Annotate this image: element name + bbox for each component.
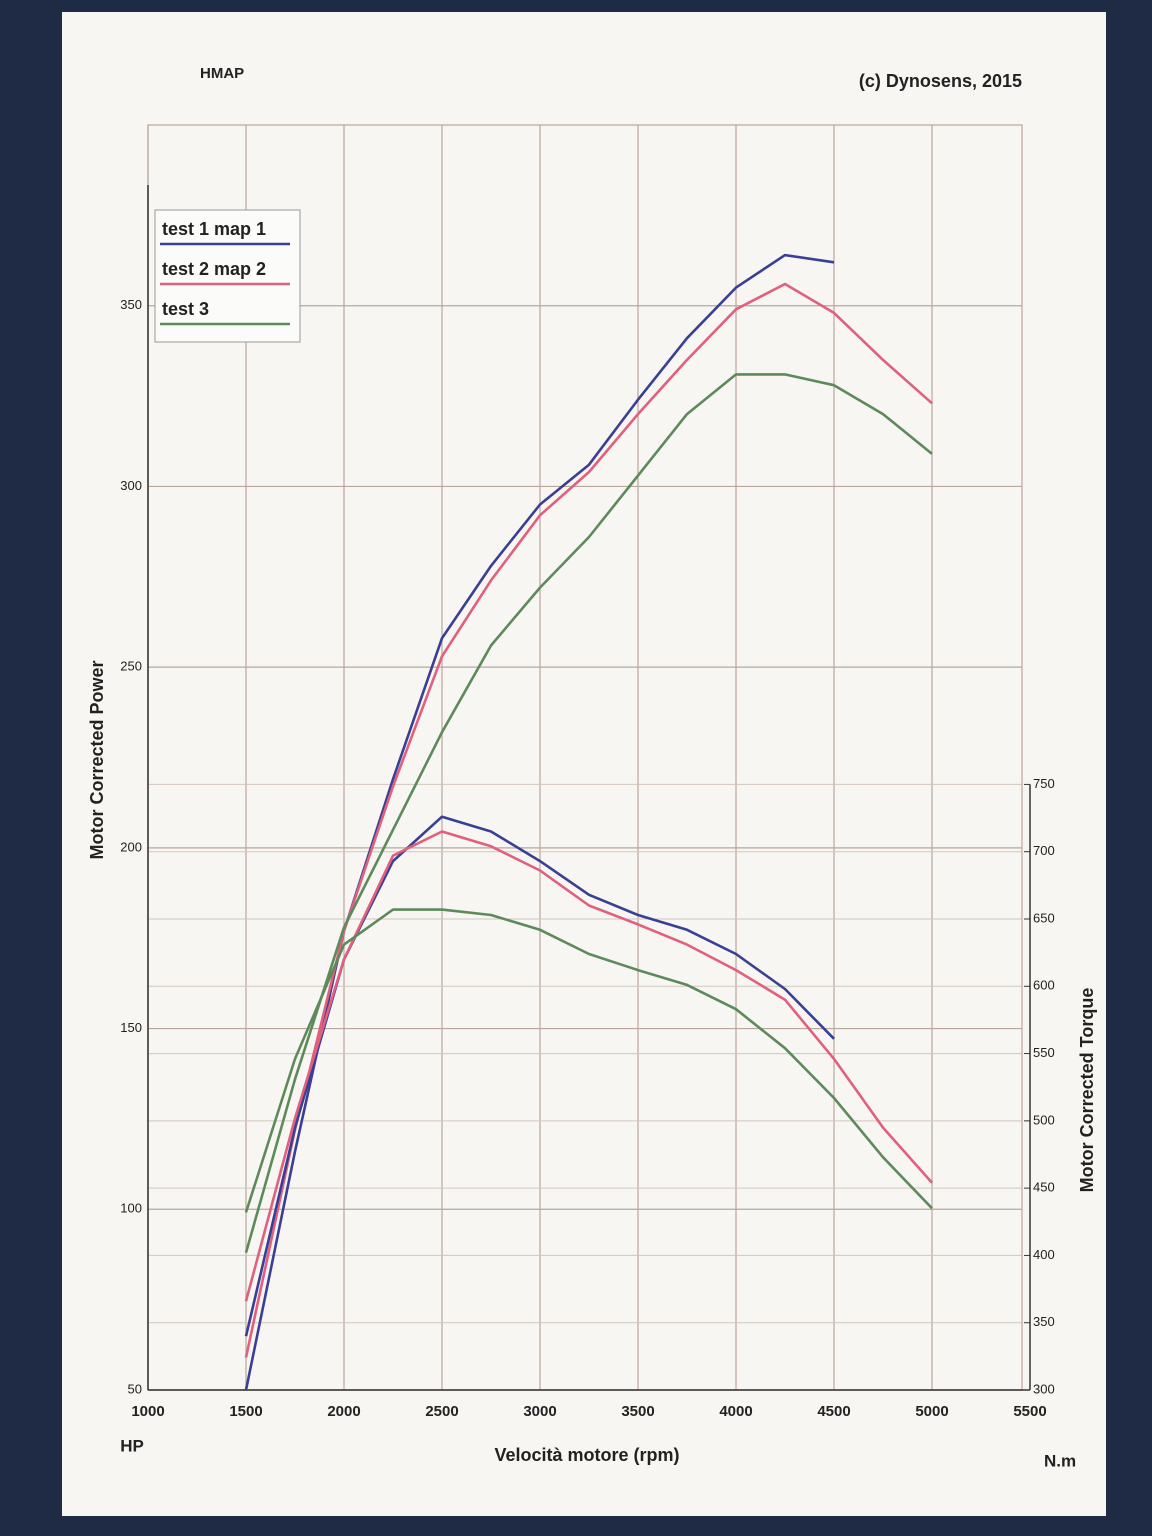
legend-label: test 3 bbox=[162, 299, 209, 319]
y2-tick-label: 400 bbox=[1033, 1247, 1055, 1262]
y2-unit: N.m bbox=[1044, 1451, 1076, 1470]
y-axis-label: Motor Corrected Power bbox=[87, 660, 107, 859]
y-tick-label: 100 bbox=[120, 1201, 142, 1216]
line-series bbox=[244, 282, 933, 1358]
y2-tick-label: 750 bbox=[1033, 776, 1055, 791]
y-unit: HP bbox=[120, 1436, 144, 1455]
y2-tick-label: 450 bbox=[1033, 1180, 1055, 1195]
y-tick-label: 200 bbox=[120, 839, 142, 854]
line-series bbox=[244, 373, 933, 1254]
line-series bbox=[244, 830, 933, 1302]
y2-axis-label: Motor Corrected Torque bbox=[1077, 988, 1097, 1193]
x-tick-label: 2000 bbox=[327, 1403, 360, 1420]
x-tick-label: 1000 bbox=[131, 1403, 164, 1420]
y-tick-label: 150 bbox=[120, 1020, 142, 1035]
y2-tick-label: 550 bbox=[1033, 1045, 1055, 1060]
header-left: HMAP bbox=[200, 65, 244, 82]
y2-tick-label: 500 bbox=[1033, 1112, 1055, 1127]
y-tick-label: 50 bbox=[128, 1381, 142, 1396]
y2-tick-label: 600 bbox=[1033, 978, 1055, 993]
y2-tick-label: 700 bbox=[1033, 843, 1055, 858]
x-tick-label: 2500 bbox=[425, 1403, 458, 1420]
y-tick-label: 300 bbox=[120, 478, 142, 493]
x-axis-label: Velocità motore (rpm) bbox=[494, 1445, 679, 1465]
legend-label: test 1 map 1 bbox=[162, 219, 266, 239]
y2-tick-label: 650 bbox=[1033, 910, 1055, 925]
x-tick-label: 1500 bbox=[229, 1403, 262, 1420]
header-right: (c) Dynosens, 2015 bbox=[859, 71, 1022, 91]
x-tick-label: 4000 bbox=[719, 1403, 752, 1420]
legend-box bbox=[154, 209, 301, 343]
y-tick-label: 350 bbox=[120, 297, 142, 312]
y2-tick-label: 350 bbox=[1033, 1314, 1055, 1329]
legend-label: test 2 map 2 bbox=[162, 259, 266, 279]
x-tick-label: 3000 bbox=[523, 1403, 556, 1420]
y2-tick-label: 300 bbox=[1033, 1381, 1055, 1396]
line-series bbox=[244, 908, 933, 1213]
x-tick-label: 5500 bbox=[1013, 1403, 1046, 1420]
x-tick-label: 3500 bbox=[621, 1403, 654, 1420]
y-tick-label: 250 bbox=[120, 659, 142, 674]
x-tick-label: 4500 bbox=[817, 1403, 850, 1420]
x-tick-label: 5000 bbox=[915, 1403, 948, 1420]
